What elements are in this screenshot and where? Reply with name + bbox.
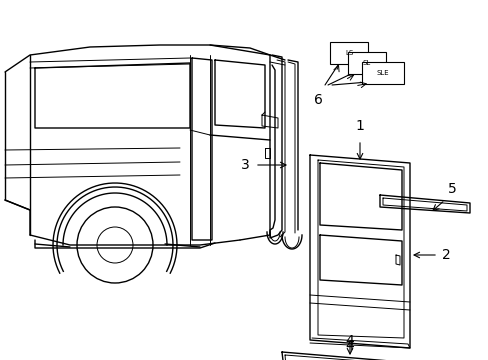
Text: 4: 4 (345, 334, 354, 348)
Text: 3: 3 (241, 158, 249, 172)
Text: 5: 5 (447, 182, 456, 196)
Text: LS: LS (344, 50, 352, 56)
Text: SLE: SLE (376, 70, 388, 76)
Bar (329, 42, 367, 64)
Text: SL: SL (362, 60, 370, 66)
Text: 2: 2 (441, 248, 450, 262)
Text: 6: 6 (313, 93, 322, 107)
Text: 1: 1 (355, 119, 364, 133)
Text: 4: 4 (345, 339, 354, 353)
Bar (347, 52, 385, 74)
Bar (361, 62, 403, 84)
